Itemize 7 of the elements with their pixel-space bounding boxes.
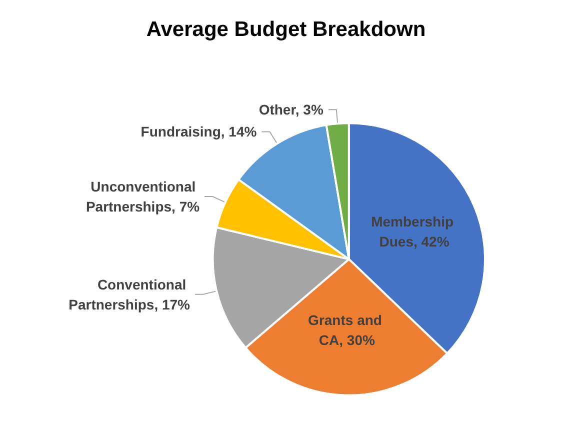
slice-label: Membership Dues, 42% <box>371 213 458 250</box>
slice-label: Conventional Partnerships, 17% <box>68 276 191 312</box>
slice-label: Unconventional Partnerships, 7% <box>86 178 200 215</box>
slice-label: Grants and CA, 30% <box>308 312 386 348</box>
slice-label: Fundraising, 14% <box>140 124 258 140</box>
slice-label: Other, 3% <box>258 102 324 118</box>
chart-title: Average Budget Breakdown <box>146 18 426 41</box>
